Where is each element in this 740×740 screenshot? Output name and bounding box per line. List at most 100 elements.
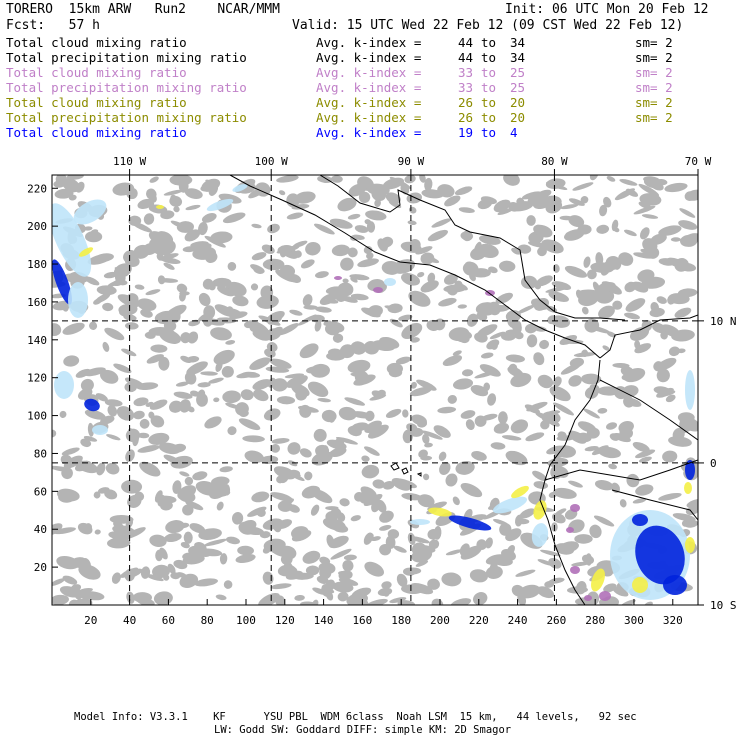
cloud-cell (493, 199, 511, 213)
cloud-cell (163, 189, 183, 196)
cloud-cell (93, 298, 102, 305)
cloud-cell (260, 455, 279, 464)
cloud-cell (256, 508, 266, 517)
cloud-cell (649, 307, 665, 318)
cloud-cell (415, 246, 433, 255)
cloud-cell (134, 284, 145, 290)
cloud-cell (244, 321, 252, 329)
legend-from: 26 (458, 110, 474, 125)
cloud-cell (589, 175, 599, 181)
cloud-cell (511, 319, 522, 334)
cloud-cell (342, 560, 354, 572)
cloud-cell (304, 471, 313, 481)
cloud-cell (270, 443, 280, 453)
cloud-cell (385, 408, 402, 418)
cloud-cell (439, 461, 451, 476)
y-tick-label: 100 (27, 410, 47, 423)
cloud-cell (338, 577, 359, 586)
cloud-cell (239, 519, 257, 534)
cloud-cell (251, 252, 267, 261)
cloud-cell (389, 597, 407, 604)
light-blue-cell (206, 198, 234, 212)
cloud-cell (409, 386, 432, 397)
cloud-cell (589, 524, 602, 539)
legend-sm: sm= 2 (635, 65, 673, 80)
cloud-cell (505, 354, 525, 363)
cloud-cell (548, 291, 569, 302)
legend-field: Total cloud mixing ratio (6, 35, 187, 50)
cloud-cell (330, 508, 342, 519)
cloud-cell (100, 415, 115, 425)
cloud-cell (662, 450, 678, 463)
cloud-cell (337, 197, 357, 212)
cloud-fields (52, 175, 698, 605)
legend-stat: Avg. k-index = (316, 65, 422, 80)
cloud-cell (331, 175, 343, 183)
cloud-cell (250, 283, 259, 291)
cloud-cell (103, 271, 118, 279)
cloud-cell (107, 537, 131, 549)
cloud-cell (132, 432, 139, 447)
cloud-cell (251, 491, 270, 503)
cloud-cell (361, 464, 380, 479)
cloud-cell (113, 363, 132, 374)
cloud-cell (157, 494, 166, 507)
cloud-cell (501, 332, 516, 341)
cloud-cell (458, 207, 475, 214)
light-blue-cell (531, 523, 549, 547)
cloud-cell (84, 409, 106, 420)
cloud-cell (342, 278, 349, 284)
cloud-cell (545, 410, 561, 416)
cloud-cell (498, 411, 508, 425)
coastline (599, 314, 698, 359)
coastline (599, 379, 698, 441)
cloud-cell (469, 272, 476, 282)
coastline (611, 489, 698, 521)
cloud-cell (222, 212, 246, 224)
cloud-cell (317, 397, 331, 403)
cloud-cell (653, 361, 664, 372)
cloud-cell (310, 504, 320, 516)
legend-stat: Avg. k-index = (316, 110, 422, 125)
legend-to: 20 (510, 110, 526, 125)
cloud-cell (667, 294, 677, 305)
cloud-cell (188, 545, 204, 557)
cloud-cell (294, 250, 302, 258)
cloud-cell (581, 306, 589, 315)
cloud-cell (242, 435, 265, 443)
cloud-cell (531, 298, 549, 310)
cloud-cell (462, 369, 474, 377)
light-blue-cell (410, 519, 430, 525)
cloud-cell (386, 362, 403, 375)
cloud-cell (420, 280, 439, 293)
cloud-cell (433, 425, 451, 438)
cloud-cell (158, 356, 170, 371)
cloud-cell (526, 334, 538, 348)
cloud-cell (278, 190, 286, 196)
cloud-cell (515, 569, 536, 577)
cloud-cell (241, 371, 261, 378)
cloud-cell (158, 253, 179, 261)
cloud-cell (314, 271, 329, 279)
cloud-cell (332, 333, 344, 343)
cloud-cell (490, 442, 506, 450)
cloud-cell (340, 257, 354, 271)
cloud-cell (658, 492, 682, 501)
cloud-cell (55, 175, 67, 185)
cloud-cell (331, 244, 350, 257)
blue-cell (448, 515, 492, 531)
cloud-cell (409, 427, 424, 437)
cloud-cell (577, 224, 592, 235)
cloud-cell (199, 548, 223, 557)
cloud-cell (618, 252, 634, 266)
light-blue-cell (73, 199, 107, 225)
cloud-cell (542, 195, 562, 209)
model-title: TORERO 15km ARW Run2 NCAR/MMM (6, 2, 280, 17)
legend-row: Total precipitation mixing ratio Avg. k-i… (6, 50, 734, 65)
cloud-cell (584, 445, 599, 452)
cloud-cell (189, 390, 200, 397)
cloud-cell (78, 564, 101, 580)
cloud-cell (279, 264, 296, 277)
cloud-cell (295, 387, 308, 401)
cloud-cell (568, 198, 585, 206)
